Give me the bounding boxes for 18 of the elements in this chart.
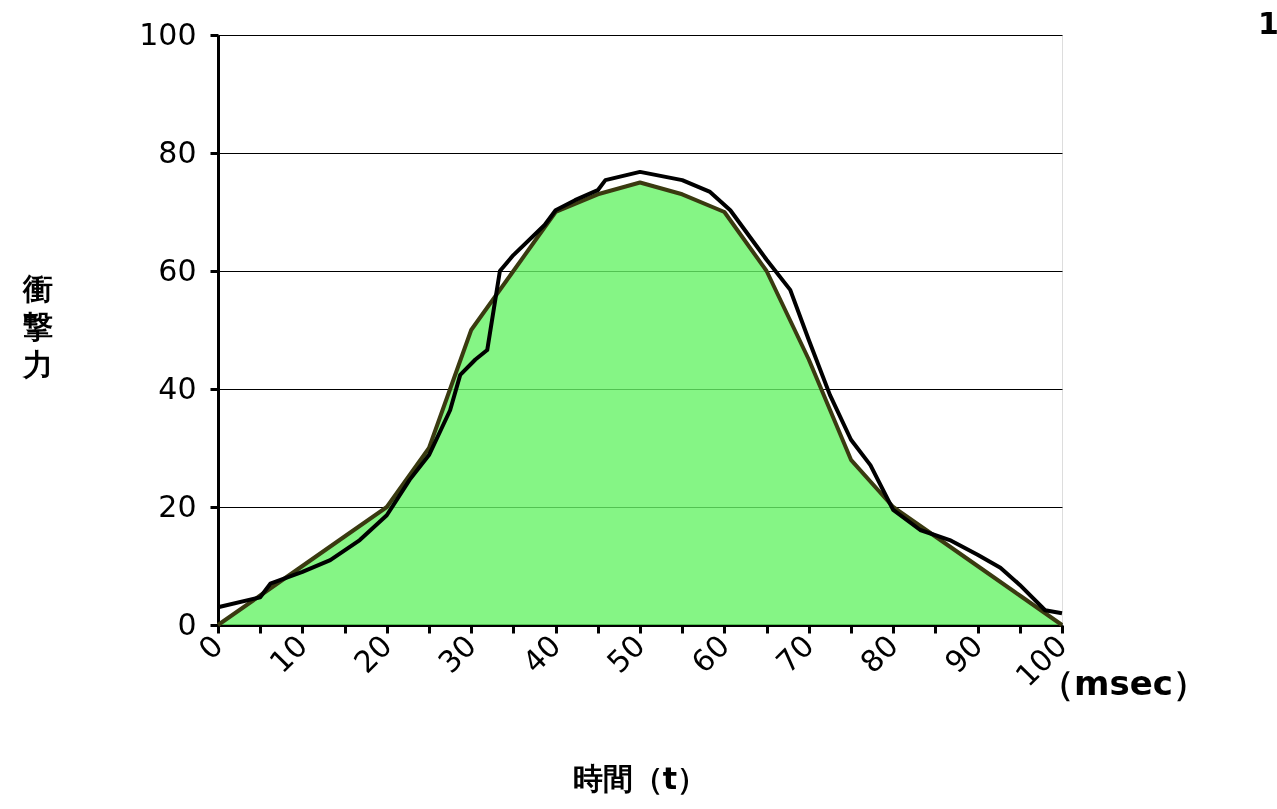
y-tick-label: 0 (177, 606, 197, 642)
y-tick-label: 20 (158, 488, 197, 524)
x-axis-title: 時間（t） (572, 761, 708, 796)
x-tick-label: 40 (515, 628, 568, 680)
y-tick-label: 80 (158, 134, 197, 170)
x-tick-label: 20 (346, 628, 399, 680)
text: 1 (1258, 6, 1277, 41)
x-tick-label: 90 (937, 628, 990, 680)
y-tick-label: 100 (139, 16, 197, 52)
x-tick-label: 70 (768, 628, 821, 680)
y-tick-label: 60 (158, 252, 197, 288)
y-axis-title: 衝撃力 (22, 271, 53, 382)
x-tick-label: 80 (853, 628, 906, 680)
x-tick-label: 60 (684, 628, 737, 680)
x-tick-label: 50 (600, 628, 652, 680)
x-tick-label: 30 (431, 628, 484, 680)
x-tick-label: 10 (262, 628, 315, 680)
y-tick-label: 40 (158, 370, 197, 406)
